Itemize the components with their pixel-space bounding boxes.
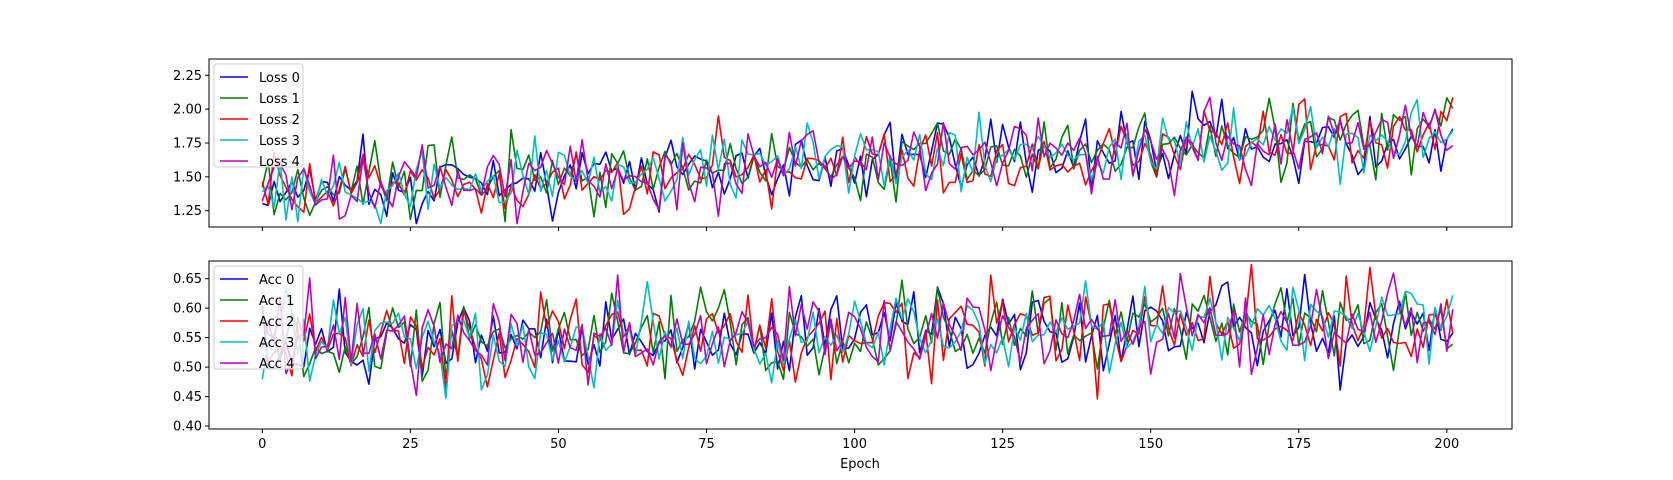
- y-tick-label: 1.25: [173, 204, 202, 219]
- y-tick-label: 0.65: [173, 272, 202, 287]
- x-tick-label: 100: [842, 437, 867, 452]
- acc-plot-frame: [208, 260, 1513, 430]
- y-tick-label: 1.75: [173, 137, 202, 152]
- legend-box: [213, 63, 304, 168]
- legend-label: Loss 0: [259, 71, 300, 86]
- acc-x-axis: 0 25 50 75 100 125 150 175 200: [258, 429, 1459, 452]
- acc-series-lines: [261, 263, 1454, 400]
- loss-legend: Loss 0 Loss 1 Loss 2 Loss 3 Loss 4: [213, 63, 304, 170]
- x-tick-label: 200: [1434, 437, 1459, 452]
- legend-label: Loss 4: [259, 155, 300, 170]
- y-tick-label: 0.55: [173, 331, 202, 346]
- acc-y-axis: 0.40 0.45 0.50 0.55 0.60 0.65: [173, 272, 209, 435]
- x-tick-label: 75: [698, 437, 715, 452]
- acc-legend: Acc 0 Acc 1 Acc 2 Acc 3 Acc 4: [213, 265, 304, 372]
- legend-label: Loss 2: [259, 113, 300, 128]
- x-tick-label: 0: [258, 437, 266, 452]
- x-tick-label: 150: [1138, 437, 1163, 452]
- x-tick-label: 25: [402, 437, 419, 452]
- y-tick-label: 2.00: [173, 103, 202, 118]
- y-tick-label: 0.50: [173, 361, 202, 376]
- loss-x-axis: [261, 227, 1448, 231]
- series-line-acc-2: [262, 263, 1454, 400]
- y-tick-label: 0.40: [173, 420, 202, 435]
- legend-label: Acc 1: [259, 294, 294, 309]
- y-tick-label: 2.25: [173, 69, 202, 84]
- series-line-acc-0: [261, 273, 1454, 391]
- series-line-loss-3: [261, 98, 1454, 225]
- legend-label: Loss 1: [259, 92, 300, 107]
- acc-chart-panel: 0.40 0.45 0.50 0.55 0.60 0.65 0 25 50 75 100 125 15…: [173, 260, 1513, 472]
- x-tick-label: 175: [1286, 437, 1311, 452]
- x-tick-label: 50: [550, 437, 567, 452]
- y-tick-label: 0.60: [173, 302, 202, 317]
- legend-label: Acc 4: [259, 357, 294, 372]
- legend-label: Acc 2: [259, 315, 294, 330]
- y-tick-label: 0.45: [173, 390, 202, 405]
- loss-y-axis: 1.25 1.50 1.75 2.00 2.25: [173, 69, 209, 219]
- loss-series-lines: [261, 90, 1454, 225]
- legend-label: Acc 0: [259, 273, 294, 288]
- series-line-acc-4: [261, 272, 1454, 397]
- x-tick-label: 125: [990, 437, 1015, 452]
- legend-label: Loss 3: [259, 134, 300, 149]
- legend-label: Acc 3: [259, 336, 294, 351]
- legend-box: [213, 265, 304, 370]
- series-line-loss-4: [261, 96, 1454, 225]
- x-axis-label: Epoch: [840, 457, 880, 472]
- y-tick-label: 1.50: [173, 170, 202, 185]
- series-line-acc-3: [261, 280, 1454, 400]
- series-line-loss-0: [262, 90, 1454, 225]
